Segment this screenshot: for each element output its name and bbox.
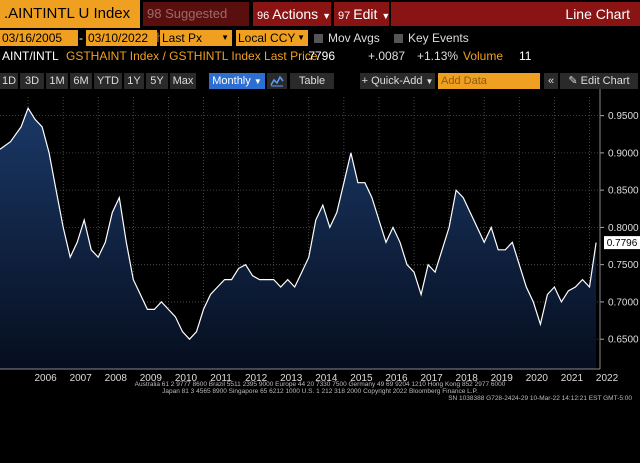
ticker-field[interactable]: .AINTINTL U Index (0, 0, 140, 28)
edit-button[interactable]: 97 Edit ▼ (334, 2, 391, 26)
x-tick-label: 2012 (245, 373, 268, 384)
y-axis: 0.6500 0.7000 0.7500 0.8000 0.8500 0.9000 0.95… (599, 89, 639, 369)
x-axis: 2006 2007 2008 2009 2010 2011 2012 2013 2014 2015… (0, 368, 619, 384)
title-bar: .AINTINTL U Index 98 Suggested Charts 96… (0, 0, 640, 45)
date-separator: - (79, 31, 83, 45)
edit-chart-button[interactable]: ✎ Edit Chart (560, 73, 638, 89)
end-date-field[interactable]: 03/10/2022 (86, 30, 157, 46)
x-tick-label: 2020 (526, 373, 549, 384)
add-data-input[interactable]: Add Data (438, 73, 540, 89)
y-tick-label: 0.8500 (608, 186, 639, 197)
range-button-1m[interactable]: 1M (46, 73, 68, 89)
line-chart-icon (270, 75, 284, 87)
range-button-5y[interactable]: 5Y (146, 73, 168, 89)
x-tick-label: 2017 (420, 373, 443, 384)
range-button-ytd[interactable]: YTD (94, 73, 122, 89)
footer-line-2: Japan 81 3 4565 8900 Singapore 65 6212 1… (162, 388, 478, 395)
x-tick-label: 2010 (175, 373, 198, 384)
caret-down-icon: ▼ (221, 33, 229, 42)
series-name: AINT/INTL (2, 49, 59, 63)
start-date-field[interactable]: 03/16/2005 (0, 30, 78, 46)
pencil-icon: ✎ (568, 75, 578, 87)
range-button-3d[interactable]: 3D (20, 73, 44, 89)
mov-avgs-checkbox[interactable]: Mov Avgs (314, 30, 380, 46)
collapse-button[interactable]: « (544, 73, 558, 89)
toolbar: 1D 3D 1M 6M YTD 1Y 5Y Max Monthly ▼ Table + Qui… (0, 73, 640, 89)
caret-down-icon: ▼ (425, 77, 434, 86)
table-button[interactable]: Table (290, 73, 334, 89)
x-tick-label: 2009 (140, 373, 163, 384)
last-price: .7796 (305, 49, 336, 63)
y-tick-label: 0.9500 (608, 111, 639, 122)
last-value-marker: 0.7796 (604, 236, 640, 250)
checkbox-icon (394, 34, 403, 43)
y-tick-label: 0.6500 (608, 335, 639, 346)
checkbox-icon (314, 34, 323, 43)
range-button-1y[interactable]: 1Y (124, 73, 144, 89)
key-events-checkbox[interactable]: Key Events (394, 30, 469, 46)
range-button-max[interactable]: Max (170, 73, 196, 89)
x-tick-label: 2006 (34, 373, 57, 384)
x-tick-label: 2008 (105, 373, 128, 384)
last-value-label: 0.7796 (607, 238, 638, 249)
last-value-box (604, 236, 640, 250)
x-tick-label: 2011 (210, 373, 232, 384)
x-tick-label: 2018 (456, 373, 479, 384)
footer-line-1: Australia 61 2 9777 8600 Brazil 5511 239… (135, 381, 506, 388)
price-field-select[interactable]: Last Px ▼ (160, 30, 232, 46)
x-tick-label: 2016 (385, 373, 408, 384)
line-style-button[interactable] (267, 73, 287, 89)
y-tick-label: 0.7500 (608, 260, 639, 271)
y-tick-label: 0.7000 (608, 297, 639, 308)
suggested-charts-button[interactable]: 98 Suggested Charts (143, 2, 249, 45)
caret-down-icon: ▼ (381, 11, 391, 21)
y-tick-label: 0.9000 (608, 148, 639, 159)
x-tick-label: 2007 (70, 373, 93, 384)
price-field-value: Last Px (162, 31, 203, 45)
caret-down-icon: ▼ (253, 77, 262, 86)
caret-down-icon: ▼ (297, 33, 305, 42)
key-events-label: Key Events (408, 31, 469, 45)
double-chevron-left-icon: « (547, 75, 555, 87)
mov-avgs-label: Mov Avgs (328, 31, 380, 45)
y-tick-label: 0.8000 (608, 223, 639, 234)
quick-add-label: Quick-Add (371, 75, 423, 87)
series-area (0, 108, 597, 369)
actions-button[interactable]: 96 Actions ▼ (253, 2, 331, 26)
series-description: GSTHAINT Index / GSTHINTL Index Last Pri… (66, 49, 318, 63)
controls-row: 03/16/2005 - 03/10/2022 Last Px ▼ Local C… (0, 30, 640, 46)
currency-select[interactable]: Local CCY ▼ (236, 30, 308, 46)
volume-label: Volume (463, 49, 504, 63)
x-tick-label: 2013 (280, 373, 303, 384)
currency-value: Local CCY (238, 31, 296, 45)
edit-label: Edit (353, 6, 378, 22)
x-tick-label: 2022 (596, 373, 619, 384)
x-tick-label: 2021 (561, 373, 584, 384)
actions-code: 96 (257, 10, 270, 22)
volume-value: 11 (519, 49, 532, 63)
x-tick-label: 2015 (350, 373, 373, 384)
pct-change: +1.13% (417, 49, 459, 63)
quick-add-button[interactable]: + Quick-Add ▼ (360, 73, 435, 89)
period-select[interactable]: Monthly ▼ (209, 73, 265, 89)
edit-chart-label: Edit Chart (580, 75, 630, 87)
line-chart[interactable]: 0.6500 0.7000 0.7500 0.8000 0.8500 0.9000 0.95… (0, 89, 640, 463)
x-tick-label: 2014 (315, 373, 338, 384)
range-button-1d[interactable]: 1D (0, 73, 18, 89)
edit-code: 97 (338, 10, 351, 22)
suggested-charts-code: 98 (147, 6, 162, 21)
actions-label: Actions (272, 6, 319, 22)
x-tick-label: 2019 (491, 373, 514, 384)
chart-type-title: Line Chart (391, 2, 640, 26)
net-change: +.0087 (368, 49, 406, 63)
legend-row: AINT/INTL GSTHAINT Index / GSTHINTL Inde… (0, 48, 640, 64)
caret-down-icon: ▼ (322, 11, 332, 21)
period-value: Monthly (212, 75, 251, 87)
plus-icon: + (361, 75, 369, 87)
series-line (0, 106, 597, 341)
range-button-6m[interactable]: 6M (70, 73, 92, 89)
footer-line-3: SN 1038388 G728-2424-29 10-Mar-22 14:12:… (448, 395, 632, 402)
